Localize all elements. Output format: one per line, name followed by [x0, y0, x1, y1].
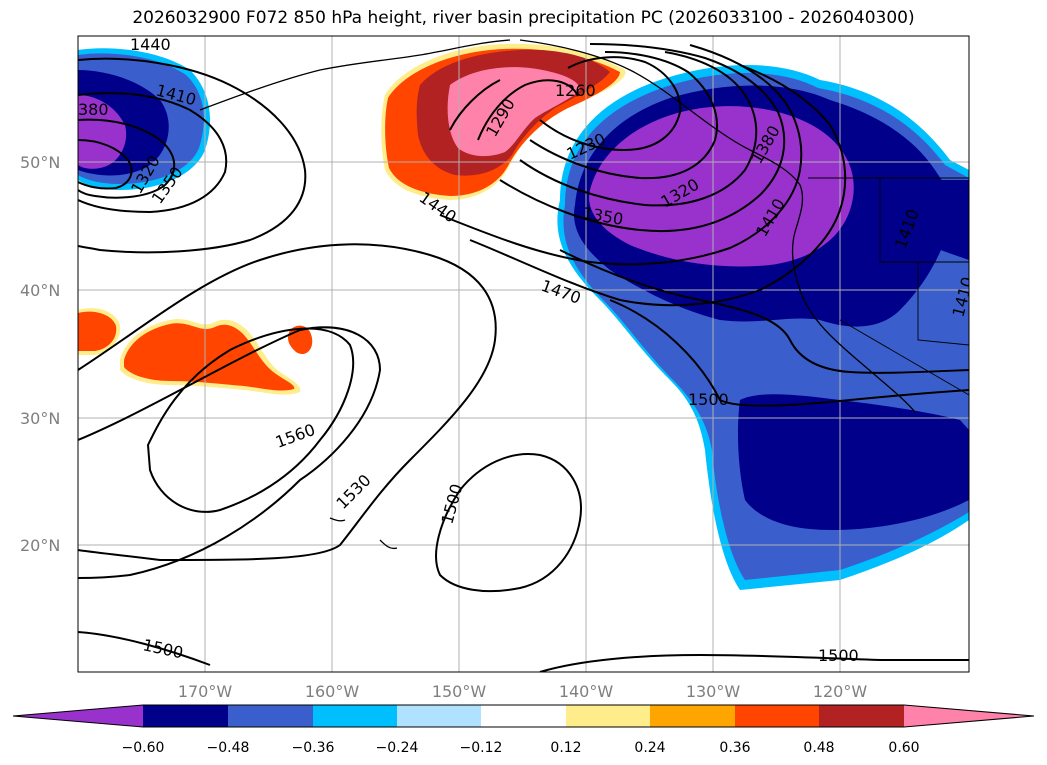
lat-label: 50°N — [20, 153, 60, 172]
colorbar-tick-label: −0.60 — [122, 740, 165, 756]
contour-label: 1560 — [273, 420, 318, 452]
colorbar-segment — [397, 705, 481, 727]
lat-label: 40°N — [20, 281, 60, 300]
lon-label: 160°W — [305, 682, 360, 701]
colorbar-segment — [228, 705, 313, 727]
lon-label: 170°W — [178, 682, 233, 701]
map-area: 1440 1410 380 1320 1350 1260 1290 1230 1… — [78, 35, 969, 672]
contour-label: 1260 — [555, 81, 596, 100]
coastlines — [199, 39, 969, 550]
lat-labels: 50°N 40°N 30°N 20°N — [20, 153, 60, 555]
lon-label: 120°W — [813, 682, 868, 701]
height-contours — [78, 43, 969, 672]
contour-label: 380 — [78, 100, 109, 119]
colorbar-segment — [313, 705, 397, 727]
contour-label: 1440 — [130, 35, 171, 54]
colorbar-segment — [735, 705, 819, 727]
lat-label: 20°N — [20, 536, 60, 555]
colorbar-segment — [143, 705, 228, 727]
colorbar-tick-label: 0.48 — [803, 740, 834, 756]
contour-label: 1470 — [539, 276, 584, 308]
contour-label: 1500 — [818, 646, 859, 665]
map-frame — [77, 35, 970, 673]
lon-label: 130°W — [686, 682, 741, 701]
colorbar-tick-label: −0.36 — [292, 740, 335, 756]
colorbar-outline — [12, 704, 1035, 728]
colorbar-segment — [819, 705, 904, 727]
precip-shading — [78, 43, 969, 590]
colorbar-tick-label: −0.24 — [376, 740, 419, 756]
colorbar-tick-label: 0.36 — [719, 740, 750, 756]
lon-label: 150°W — [432, 682, 487, 701]
colorbar-arrow-right — [904, 705, 1034, 727]
colorbar-segment — [566, 705, 650, 727]
contour-label: 1500 — [141, 635, 185, 662]
contour-label: 1500 — [438, 482, 467, 526]
contour-label: 1530 — [332, 471, 374, 513]
colorbar-segment — [650, 705, 735, 727]
colorbar: −0.60 −0.48 −0.36 −0.24 −0.12 0.12 0.24 … — [12, 704, 1035, 756]
colorbar-tick-label: 0.12 — [550, 740, 581, 756]
contour-label: 1500 — [688, 390, 729, 409]
colorbar-tick-label: 0.24 — [634, 740, 665, 756]
colorbar-ticks: −0.60 −0.48 −0.36 −0.24 −0.12 0.12 0.24 … — [122, 740, 920, 756]
colorbar-tick-label: −0.48 — [207, 740, 250, 756]
colorbar-tick-label: 0.60 — [888, 740, 919, 756]
lon-labels: 170°W 160°W 150°W 140°W 130°W 120°W — [178, 682, 868, 701]
colorbar-arrow-left — [13, 705, 143, 727]
lat-label: 30°N — [20, 409, 60, 428]
colorbar-tick-label: −0.12 — [460, 740, 503, 756]
colorbar-segment — [481, 705, 566, 727]
map-title: 2026032900 F072 850 hPa height, river ba… — [132, 8, 915, 28]
lon-label: 140°W — [559, 682, 614, 701]
